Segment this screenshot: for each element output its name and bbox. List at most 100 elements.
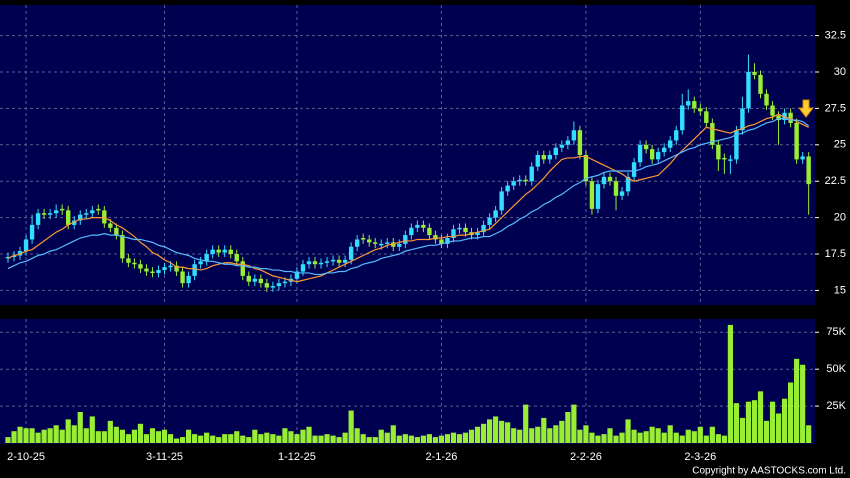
candle-body [367,239,372,243]
y-tick-label: 30 [834,66,846,78]
candle-body [234,254,239,262]
candle-body [529,166,534,182]
volume-bar [691,431,697,443]
volume-bar [11,431,17,443]
candle-body [108,223,113,228]
x-tick-label: 2-10-25 [7,451,45,463]
candle-body [571,130,577,141]
candle-body [78,214,83,221]
moving-average-line [7,117,810,276]
candle-body [463,227,468,233]
volume-bar [35,432,41,443]
candle-body [427,227,432,236]
candle-body [686,101,691,106]
moving-average-line [7,113,809,283]
candle-body [114,227,119,236]
volume-bar [384,432,390,443]
volume-bar [95,431,101,443]
candle-body [583,155,589,182]
volume-bar [432,437,439,443]
volume-bar [324,434,330,443]
volume-bar [65,419,71,443]
candle-body [475,232,480,236]
candle-body [692,101,697,109]
volume-bar [685,429,691,443]
candle-body [788,112,793,123]
candle-body [487,217,492,225]
y-tick-label: 75K [826,326,846,338]
candle-body [132,262,137,265]
candle-body [72,220,77,225]
candle-body [228,249,233,255]
candle-body [252,278,258,282]
volume-bar [192,434,198,443]
volume-bar [589,432,595,443]
candle-body [282,281,288,284]
volume-bar [462,432,469,443]
candle-body [162,267,167,271]
candle-body [433,235,438,240]
volume-bar [697,426,703,443]
candle-body [90,210,95,214]
volume-bar [721,435,727,443]
candle-body [204,254,209,262]
volume-bar [282,428,288,443]
volume-bar [781,398,788,443]
volume-bar [204,432,210,443]
candle-body [138,264,143,269]
volume-bar [396,435,402,443]
price-panel [0,5,815,305]
candle-body [451,229,456,239]
candle-body [270,286,276,288]
volume-bar [775,413,782,443]
volume-bar [523,404,529,443]
volume-bar [77,412,83,443]
x-tick-label: 3-11-25 [146,451,183,463]
candle-body [668,140,673,148]
volume-bar [517,429,523,443]
volume-panel [0,319,815,444]
candle-body [607,176,613,182]
volume-bar [143,434,150,443]
candle-body [306,261,312,265]
candle-body [595,184,601,209]
y-tick-label: 27.5 [825,102,846,114]
y-tick-label: 15 [834,284,846,296]
candle-body [35,213,41,225]
candle-body [589,181,595,209]
candle-body [258,278,264,284]
candle-body [493,210,498,218]
volume-bar [234,431,240,443]
candle-body [276,283,282,287]
volume-bar [757,391,764,443]
y-tick-label: 17.5 [825,248,846,260]
candle-body [186,275,191,284]
volume-bar [474,426,481,443]
candle-body [553,147,559,155]
candle-body [210,249,215,255]
candle-body [716,144,721,160]
copyright: Copyright by AASTOCKS.com Ltd. [692,466,846,477]
candle-body [348,246,354,260]
volume-bar [679,435,685,443]
candle-body [150,271,155,274]
volume-bar [709,426,715,443]
candle-body [421,224,426,228]
volume-bar [703,435,709,443]
volume-bar [119,429,125,443]
volume-bar [625,419,631,443]
candle-body [144,268,149,272]
x-tick-label: 1-12-25 [278,451,316,463]
candle-body [240,261,245,276]
volume-bar [107,420,113,443]
volume-bar [47,428,53,443]
volume-bar [167,434,174,443]
volume-bar [727,324,733,443]
candle-body [59,208,65,211]
candle-body [631,162,637,177]
volume-bar [715,434,721,443]
candle-body [764,93,769,106]
candle-body [354,239,360,247]
volume-bar [571,404,577,443]
